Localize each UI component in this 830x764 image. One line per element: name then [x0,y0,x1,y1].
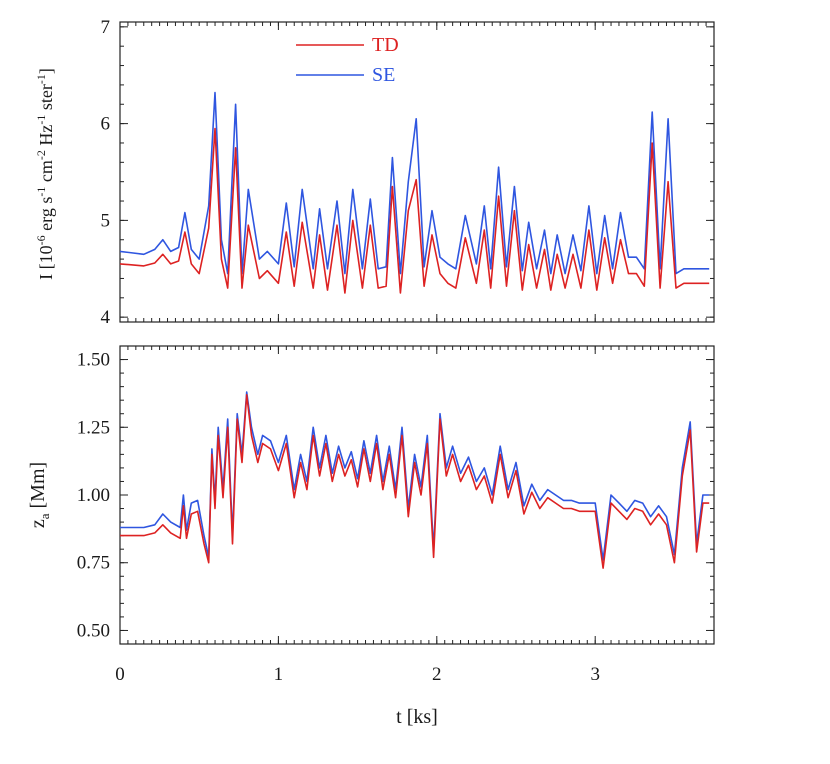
height-series-td [120,393,710,569]
intensity-ytick-label: 7 [101,17,111,38]
ylabel-unit: [Mm] [27,462,49,514]
legend: TD SE [296,34,399,86]
ylabel-exp-1: -6 [34,235,48,245]
intensity-ticks: 4 5 6 7 [101,17,715,328]
height-series [120,391,710,569]
ylabel-main: I [10 [36,245,56,280]
height-ytick-label: 1.00 [77,485,110,506]
legend-label-se: SE [372,64,395,86]
intensity-y-axis-label: I [10-6 erg s-1 cm-2 Hz-1 ster-1] [34,68,56,280]
xtick-label: 0 [115,664,125,685]
intensity-series [119,91,710,294]
ylabel-z-sub: a [37,513,52,519]
ylabel-ster: ster [36,84,56,115]
height-ytick-label: 1.50 [77,350,110,371]
height-ytick-label: 0.50 [77,620,110,641]
legend-label-td: TD [372,34,399,56]
height-y-axis-label: za [Mm] [27,462,52,528]
ylabel-z: z [27,519,49,528]
ylabel-cm: cm [36,160,56,187]
height-panel: 0.50 0.75 1.00 1.25 1.50 0 1 2 3 za [Mm] t [ks] [27,345,715,728]
ylabel-exp-5: -1 [34,74,48,84]
ylabel-erg-s: erg s [36,197,56,236]
x-axis-label: t [ks] [396,706,438,728]
ylabel-exp-3: -2 [34,150,48,160]
height-series-se [120,391,710,561]
intensity-series-td [119,127,710,294]
intensity-ytick-label: 6 [101,114,111,135]
ylabel-exp-4: -1 [34,115,48,125]
intensity-plot-frame [119,21,715,323]
height-ytick-label: 0.75 [77,553,110,574]
ylabel-exp-2: -1 [34,187,48,197]
intensity-ytick-label: 4 [101,307,111,328]
xtick-label: 3 [590,664,600,685]
ylabel-hz: Hz [36,125,56,151]
intensity-series-se [119,91,710,275]
height-ticks: 0.50 0.75 1.00 1.25 1.50 0 1 2 3 [77,346,715,685]
intensity-ytick-label: 5 [101,210,111,231]
height-plot-frame [119,345,715,645]
xtick-label: 2 [432,664,442,685]
xtick-label: 1 [274,664,284,685]
ylabel-close: ] [36,68,56,74]
height-ytick-label: 1.25 [77,417,110,438]
